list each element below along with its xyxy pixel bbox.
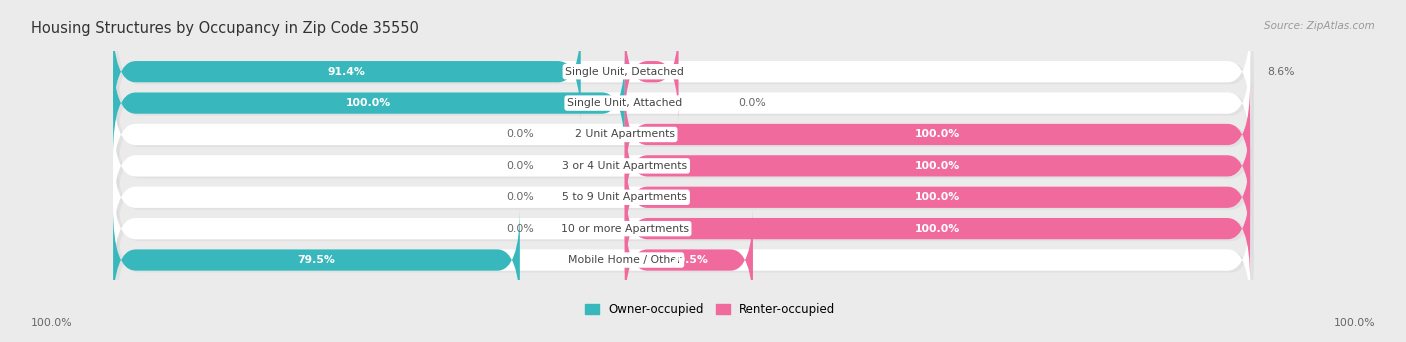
Text: 0.0%: 0.0%	[738, 98, 766, 108]
Text: Single Unit, Attached: Single Unit, Attached	[567, 98, 682, 108]
FancyBboxPatch shape	[624, 19, 679, 124]
Text: 10 or more Apartments: 10 or more Apartments	[561, 224, 689, 234]
Text: Single Unit, Detached: Single Unit, Detached	[565, 67, 685, 77]
Text: Housing Structures by Occupancy in Zip Code 35550: Housing Structures by Occupancy in Zip C…	[31, 21, 419, 36]
FancyBboxPatch shape	[112, 82, 1250, 187]
Text: 2 Unit Apartments: 2 Unit Apartments	[575, 130, 675, 140]
Text: 0.0%: 0.0%	[506, 130, 534, 140]
FancyBboxPatch shape	[117, 147, 1254, 251]
FancyBboxPatch shape	[112, 145, 1250, 249]
Text: Source: ZipAtlas.com: Source: ZipAtlas.com	[1264, 21, 1375, 30]
FancyBboxPatch shape	[624, 145, 1250, 249]
Text: 8.6%: 8.6%	[1267, 67, 1295, 77]
FancyBboxPatch shape	[112, 208, 520, 312]
FancyBboxPatch shape	[117, 116, 1254, 220]
Text: 100.0%: 100.0%	[915, 130, 960, 140]
FancyBboxPatch shape	[112, 114, 1250, 218]
FancyBboxPatch shape	[112, 19, 581, 124]
Text: 3 or 4 Unit Apartments: 3 or 4 Unit Apartments	[562, 161, 688, 171]
Text: 0.0%: 0.0%	[506, 224, 534, 234]
Text: 20.5%: 20.5%	[669, 255, 707, 265]
FancyBboxPatch shape	[117, 179, 1254, 282]
FancyBboxPatch shape	[112, 176, 1250, 281]
Text: 100.0%: 100.0%	[915, 192, 960, 202]
FancyBboxPatch shape	[117, 84, 1254, 188]
FancyBboxPatch shape	[624, 82, 1250, 187]
FancyBboxPatch shape	[117, 53, 1254, 157]
FancyBboxPatch shape	[624, 114, 1250, 218]
FancyBboxPatch shape	[624, 176, 1250, 281]
Text: 79.5%: 79.5%	[298, 255, 336, 265]
Text: 100.0%: 100.0%	[346, 98, 391, 108]
Text: 100.0%: 100.0%	[31, 318, 73, 328]
Legend: Owner-occupied, Renter-occupied: Owner-occupied, Renter-occupied	[585, 303, 835, 316]
FancyBboxPatch shape	[117, 210, 1254, 314]
FancyBboxPatch shape	[624, 208, 754, 312]
Text: 100.0%: 100.0%	[1333, 318, 1375, 328]
Text: 100.0%: 100.0%	[915, 224, 960, 234]
Text: 5 to 9 Unit Apartments: 5 to 9 Unit Apartments	[562, 192, 688, 202]
FancyBboxPatch shape	[112, 51, 624, 155]
FancyBboxPatch shape	[112, 51, 1250, 155]
Text: 0.0%: 0.0%	[506, 161, 534, 171]
FancyBboxPatch shape	[112, 208, 1250, 312]
FancyBboxPatch shape	[117, 22, 1254, 126]
Text: 0.0%: 0.0%	[506, 192, 534, 202]
Text: 100.0%: 100.0%	[915, 161, 960, 171]
Text: Mobile Home / Other: Mobile Home / Other	[568, 255, 682, 265]
Text: 91.4%: 91.4%	[328, 67, 366, 77]
FancyBboxPatch shape	[112, 19, 1250, 124]
